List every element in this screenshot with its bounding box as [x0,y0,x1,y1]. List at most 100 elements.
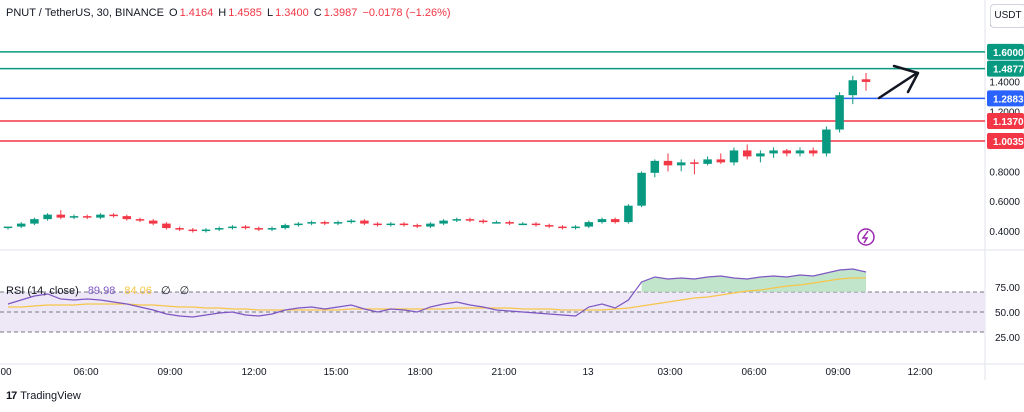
candle-body [201,229,211,232]
level-label-1.4877: 1.4877 [993,65,1024,76]
candle-body [808,150,818,154]
candle-body [848,80,858,96]
level-tag-1.4877 [987,60,1024,77]
candle-body [729,150,739,163]
rsi-header: RSI (14, close) 89.98 84.06 ∅ ∅ [6,284,189,297]
candle-body [703,159,712,164]
candle-body [241,226,250,229]
brand-label: TradingView [20,390,81,402]
candle-body [228,226,237,229]
candle-body [782,150,792,154]
candle-body [43,214,52,220]
price-tick-label: 1.4000 [989,78,1020,89]
candle-body [214,228,224,230]
tradingview-logo-icon: 17 [6,390,17,402]
candle-body [465,219,475,221]
candle-body [3,226,13,229]
candle-body [676,162,686,166]
candle-body [333,222,343,224]
price-tick-label: 0.4000 [989,227,1020,238]
high-label: H [218,7,227,19]
time-tick-label: 03:00 [657,367,682,378]
candle-body [426,223,435,227]
time-tick-label: 06:00 [73,367,98,378]
close-label: C [313,7,322,19]
lightning-badge-icon [857,228,875,246]
candle-body [69,216,79,218]
time-tick-label: 09:00 [157,367,182,378]
time-tick-label: 00 [0,367,12,378]
candle-body [439,220,448,224]
candle-body [162,223,171,229]
candle-body [373,223,382,226]
candle-body [663,160,673,166]
candle-body [56,214,66,218]
rsi-label: RSI (14, close) [6,285,79,297]
level-label-1.2883: 1.2883 [993,94,1024,105]
rsi-value: 89.98 [87,285,116,297]
candle-body [30,219,39,224]
open-label: O [169,7,178,19]
rsi-tick-label: 25.00 [995,333,1020,344]
candle-body [518,223,528,226]
candle-body [188,229,198,232]
candle-body [544,225,554,227]
candle-body [82,216,92,218]
candle-body [452,219,462,221]
candle-body [742,150,752,157]
candle-body [280,225,290,229]
level-label-1.1370: 1.1370 [993,117,1024,128]
candle-body [478,220,488,223]
level-label-1.0035: 1.0035 [993,137,1024,148]
candle-body [861,79,871,82]
time-tick-label: 21:00 [491,367,516,378]
candle-body [769,150,778,154]
candle-body [175,228,184,230]
candle-body [558,226,567,229]
symbol-title: PNUT / TetherUS, 30, BINANCE [6,7,164,19]
time-tick-label: 12:00 [241,367,266,378]
candle-body [412,225,422,227]
tradingview-brand[interactable]: 17 TradingView [6,390,81,402]
candle-body [822,129,831,154]
candle-body [386,223,396,226]
level-label-1.6000: 1.6000 [993,48,1024,59]
candle-body [360,220,369,224]
change-value: −0.0178 (−1.26%) [362,7,451,19]
time-tick-label: 06:00 [741,367,766,378]
candle-body [795,150,805,154]
candle-body [346,220,356,223]
candle-body [716,159,726,163]
close-value: 1.3987 [323,7,358,19]
rsi-overbought-fill [641,269,866,292]
candle-body [399,223,409,226]
candle-body [637,172,646,206]
candle-body [148,220,158,224]
candle-body [597,219,607,223]
candle-body [492,222,501,224]
time-tick-label: 18:00 [407,367,432,378]
rsi-ma-line [8,277,867,311]
candle-body [122,216,132,220]
high-value: 1.4585 [228,7,262,19]
level-tag-1.2883 [987,90,1024,107]
rsi-empty-2: ∅ [179,285,190,297]
rsi-empty-1: ∅ [161,285,171,297]
candle-body [267,228,277,230]
price-tick-label: 0.8000 [989,167,1020,178]
candle-body [531,223,541,226]
currency-button[interactable]: USDT [990,4,1024,28]
candle-body [109,214,118,217]
candle-body [610,219,620,223]
candle-body [96,214,105,218]
rsi-ma-value: 84.06 [124,285,152,297]
candle-body [294,223,303,226]
rsi-tick-label: 75.00 [995,283,1020,294]
symbol-header: PNUT / TetherUS, 30, BINANCE O 1.4164 H 1.… [6,7,453,19]
candle-body [650,160,660,173]
candle-body [584,222,594,227]
candle-body [505,222,514,224]
trend-arrow-icon [877,71,919,100]
